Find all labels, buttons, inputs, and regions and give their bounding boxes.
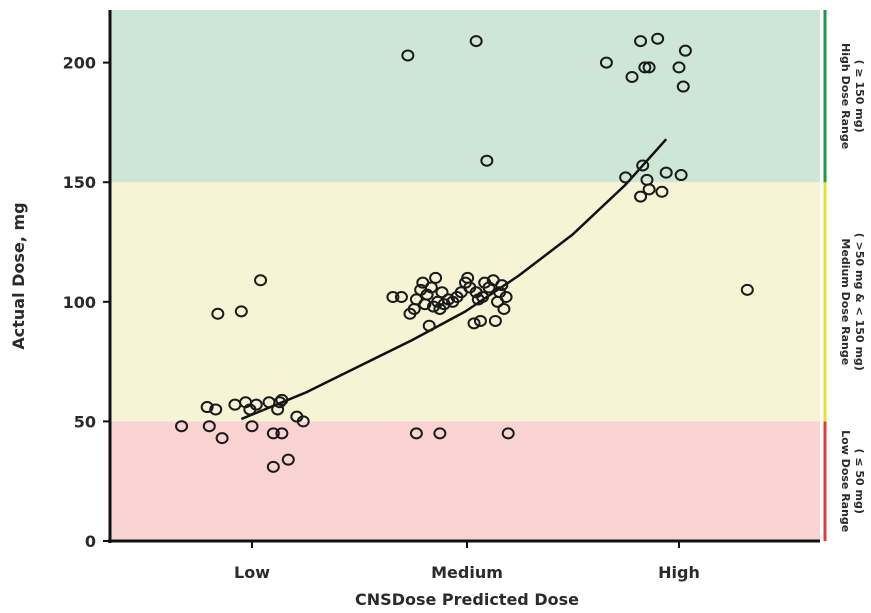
y-tick-label: 0 [85, 532, 96, 551]
data-point [296, 415, 310, 428]
data-point [638, 61, 652, 74]
y-tick-label: 200 [63, 54, 96, 73]
data-point [215, 432, 229, 445]
data-point [209, 403, 223, 416]
data-point [634, 190, 648, 203]
axes [108, 10, 820, 543]
data-point [281, 453, 295, 466]
band-label-medium: Medium Dose Range [839, 238, 852, 365]
data-point [386, 291, 400, 304]
data-point [273, 396, 287, 409]
data-point [599, 56, 613, 69]
data-point [271, 403, 285, 416]
data-point [266, 427, 280, 440]
dose-range-bands [110, 10, 820, 541]
data-point [433, 427, 447, 440]
dose-range-labels: Low Dose Range( ≤ 50 mg) Medium Dose Rang… [839, 43, 866, 532]
data-point [655, 185, 669, 198]
band-sublabel-medium: ( >50 mg & < 150 mg) [853, 233, 866, 371]
data-point [249, 398, 263, 411]
data-point [501, 427, 515, 440]
data-point [676, 80, 690, 93]
x-axis-ticks: Low Medium High [234, 541, 700, 582]
data-point [266, 460, 280, 473]
x-tick-label: Low [234, 563, 270, 582]
y-axis-ticks: 0 50 100 150 200 [63, 54, 110, 551]
data-point [619, 171, 633, 184]
data-point [211, 307, 225, 320]
data-point [659, 166, 673, 179]
data-point [254, 274, 268, 287]
data-point [275, 393, 289, 406]
x-axis-title: CNSDose Predicted Dose [355, 590, 579, 609]
band-medium [110, 182, 820, 422]
band-label-high: High Dose Range [839, 43, 852, 149]
data-point [469, 35, 483, 48]
data-point [488, 314, 502, 327]
x-tick-label: High [658, 563, 700, 582]
data-point [495, 279, 509, 292]
trend-curve [240, 138, 668, 421]
data-point [634, 35, 648, 48]
data-point [394, 291, 408, 304]
data-point [202, 420, 216, 433]
data-point [674, 169, 688, 182]
data-point [476, 291, 490, 304]
y-tick-label: 150 [63, 173, 96, 192]
data-point [636, 159, 650, 172]
data-point [435, 286, 449, 299]
trend-line [240, 138, 668, 421]
band-sublabel-high: ( ≥ 150 mg) [853, 60, 866, 133]
y-tick-label: 50 [74, 412, 96, 431]
data-point [200, 401, 214, 414]
x-tick-label: Medium [431, 563, 503, 582]
data-point [480, 154, 494, 167]
data-point [740, 283, 754, 296]
data-point [234, 305, 248, 318]
data-points [175, 32, 754, 473]
band-high [110, 10, 820, 183]
data-point [424, 281, 438, 294]
data-point [497, 302, 511, 315]
band-low [110, 421, 820, 541]
band-label-low: Low Dose Range [839, 430, 852, 532]
data-point [473, 314, 487, 327]
data-point [409, 427, 423, 440]
data-point [625, 70, 639, 83]
data-point [642, 61, 656, 74]
data-point [401, 49, 415, 62]
data-point [642, 183, 656, 196]
data-point [275, 427, 289, 440]
data-point [678, 44, 692, 57]
y-tick-label: 100 [63, 293, 96, 312]
data-point [245, 420, 259, 433]
y-axis-title: Actual Dose, mg [9, 202, 28, 349]
data-point [672, 61, 686, 74]
data-point [651, 32, 665, 45]
data-point [467, 317, 481, 330]
band-sublabel-low: ( ≤ 50 mg) [853, 448, 866, 513]
data-point [422, 319, 436, 332]
data-point [175, 420, 189, 433]
data-point [429, 271, 443, 284]
data-point [499, 291, 513, 304]
